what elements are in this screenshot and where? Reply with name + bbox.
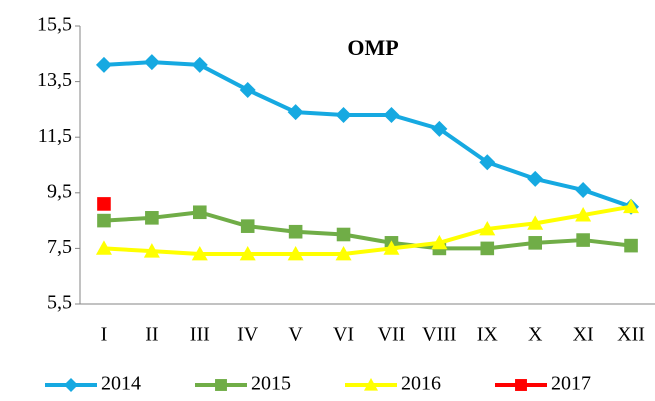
- x-tick-label: III: [190, 324, 210, 346]
- legend-label: 2016: [401, 373, 441, 395]
- marker: [239, 81, 256, 98]
- legend-label: 2015: [251, 373, 291, 395]
- marker: [527, 215, 544, 230]
- marker: [95, 56, 112, 73]
- marker: [287, 245, 304, 261]
- marker: [335, 245, 352, 261]
- marker: [479, 154, 496, 171]
- legend-marker: [364, 378, 378, 391]
- series-line: [103, 204, 632, 256]
- legend-marker: [215, 379, 227, 391]
- x-tick-label: XII: [617, 324, 645, 346]
- marker: [97, 213, 111, 228]
- marker: [191, 56, 208, 73]
- x-tick-label: II: [145, 324, 158, 346]
- marker: [192, 205, 207, 220]
- series-line: [103, 60, 632, 209]
- marker: [143, 243, 160, 258]
- legend-label: 2014: [101, 373, 141, 395]
- marker: [431, 120, 448, 137]
- series-line: [103, 210, 632, 251]
- x-tick-label: IV: [237, 324, 259, 346]
- y-tick-label: 9,5: [47, 180, 72, 202]
- x-tick-label: X: [528, 324, 543, 346]
- marker: [288, 224, 303, 239]
- x-tick-label: IX: [477, 324, 499, 346]
- marker: [383, 106, 400, 123]
- marker: [528, 236, 543, 250]
- marker: [287, 104, 304, 121]
- x-tick-label: XI: [573, 324, 594, 346]
- marker: [623, 198, 640, 214]
- legend-marker: [515, 379, 527, 391]
- y-tick-label: 11,5: [38, 125, 72, 147]
- legend-label: 2017: [551, 373, 591, 395]
- marker: [240, 219, 255, 233]
- marker: [431, 234, 448, 250]
- marker: [191, 245, 208, 261]
- marker: [335, 106, 352, 123]
- marker: [480, 241, 495, 256]
- chart-title: OMP: [347, 35, 398, 60]
- marker: [576, 233, 590, 247]
- marker: [95, 240, 112, 255]
- marker: [143, 54, 160, 71]
- y-tick-label: 7,5: [47, 236, 72, 258]
- legend-marker: [64, 378, 78, 392]
- y-tick-label: 5,5: [47, 292, 72, 314]
- y-tick-label: 15,5: [37, 14, 72, 36]
- marker: [575, 207, 592, 222]
- x-tick-label: VIII: [422, 324, 456, 346]
- marker: [575, 182, 592, 199]
- y-tick-label: 13,5: [37, 69, 72, 91]
- x-tick-label: I: [101, 324, 108, 346]
- marker: [383, 240, 400, 255]
- x-tick-label: VII: [378, 324, 406, 346]
- marker: [239, 245, 256, 261]
- marker: [97, 197, 111, 211]
- marker: [624, 238, 638, 253]
- marker: [145, 211, 159, 225]
- x-tick-label: V: [288, 324, 303, 346]
- marker: [336, 227, 351, 242]
- x-tick-label: VI: [333, 324, 354, 346]
- marker: [479, 220, 496, 236]
- marker: [527, 170, 544, 187]
